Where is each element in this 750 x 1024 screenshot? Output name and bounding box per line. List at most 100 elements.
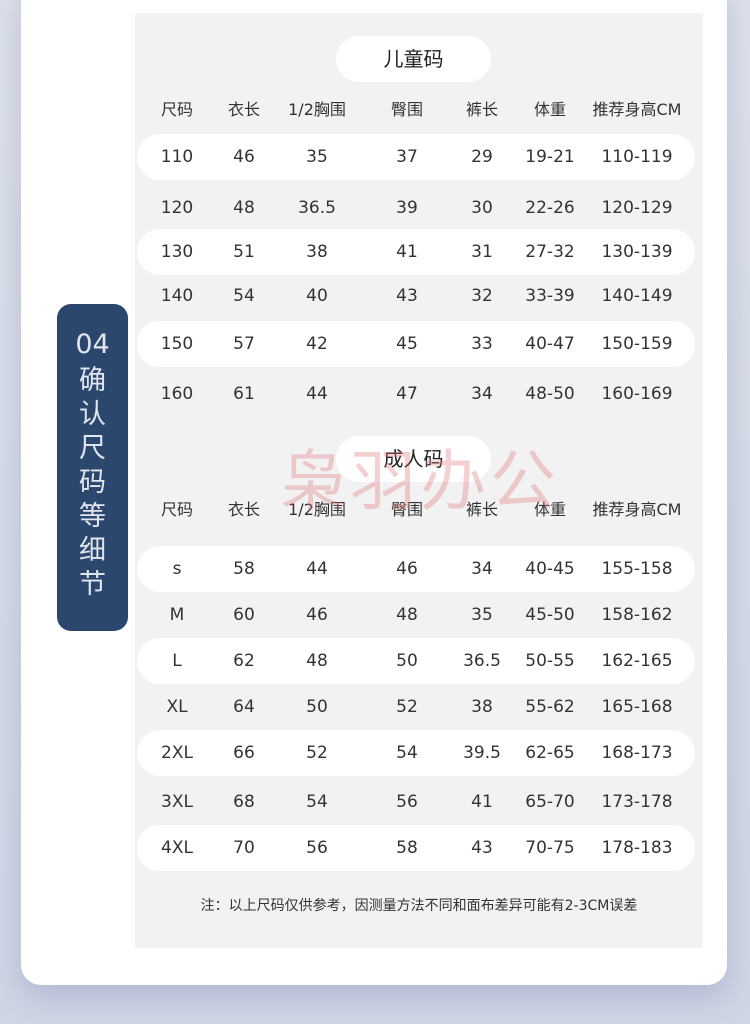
table-cell: 42: [306, 334, 328, 354]
table-cell: 35: [471, 605, 493, 625]
table-cell: M: [169, 605, 185, 625]
column-header: 衣长: [227, 100, 261, 119]
column-header: 衣长: [227, 500, 261, 519]
column-header: 体重: [533, 100, 567, 119]
table-cell: 48: [396, 605, 418, 625]
table-cell: 120-129: [601, 198, 673, 218]
table-cell: 34: [471, 384, 493, 404]
table-cell: 110-119: [601, 147, 673, 167]
table-cell: 29: [471, 147, 493, 167]
table-cell: 48: [233, 198, 255, 218]
table-cell: 44: [306, 384, 328, 404]
table-cell: 34: [471, 559, 493, 579]
table-cell: 52: [306, 743, 328, 763]
table-cell: 48-50: [525, 384, 575, 404]
table-header: 尺码 衣长 1/2胸围 臀围 裤长 体重 推荐身高CM: [137, 487, 695, 533]
table-cell: 50: [396, 651, 418, 671]
table-cell: 43: [396, 286, 418, 306]
table-cell: 165-168: [601, 697, 673, 717]
table-cell: 178-183: [601, 838, 673, 858]
table-cell: 150: [160, 334, 194, 354]
column-header: 1/2胸围: [288, 100, 346, 119]
table-row: 140 54 40 43 32 33-39 140-149: [137, 273, 695, 319]
adult-size-title: 成人码: [336, 436, 491, 482]
table-cell: 168-173: [601, 743, 673, 763]
section-tab: 04 确认尺码等细节: [57, 304, 128, 631]
table-cell: 66: [233, 743, 255, 763]
column-header: 臀围: [390, 100, 424, 119]
table-cell: 54: [306, 792, 328, 812]
column-header: 尺码: [160, 100, 194, 119]
table-cell: 130: [160, 242, 194, 262]
table-cell: 55-62: [525, 697, 575, 717]
column-header: 1/2胸围: [288, 500, 346, 519]
table-cell: 51: [233, 242, 255, 262]
table-cell: 44: [306, 559, 328, 579]
table-row: s 58 44 46 34 40-45 155-158: [137, 546, 695, 592]
table-cell: 60: [233, 605, 255, 625]
table-row: 3XL 68 54 56 41 65-70 173-178: [137, 779, 695, 825]
table-cell: 41: [396, 242, 418, 262]
table-cell: 41: [471, 792, 493, 812]
table-cell: 62: [233, 651, 255, 671]
column-header: 推荐身高CM: [592, 100, 682, 119]
table-cell: 56: [306, 838, 328, 858]
table-cell: 130-139: [601, 242, 673, 262]
table-cell: 19-21: [525, 147, 575, 167]
size-note: 注：以上尺码仅供参考，因测量方法不同和面布差异可能有2-3CM误差: [200, 898, 638, 914]
table-cell: 173-178: [601, 792, 673, 812]
table-row: 110 46 35 37 29 19-21 110-119: [137, 134, 695, 180]
table-cell: 35: [306, 147, 328, 167]
table-cell: 54: [396, 743, 418, 763]
table-cell: 58: [233, 559, 255, 579]
table-cell: 50-55: [525, 651, 575, 671]
table-cell: 38: [306, 242, 328, 262]
kids-size-title: 儿童码: [336, 36, 491, 82]
table-cell: 140: [160, 286, 194, 306]
column-header: 尺码: [160, 500, 194, 519]
table-cell: 46: [306, 605, 328, 625]
table-cell: 64: [233, 697, 255, 717]
table-cell: 45-50: [525, 605, 575, 625]
table-cell: 33: [471, 334, 493, 354]
table-cell: 36.5: [463, 651, 501, 671]
table-cell: 39.5: [463, 743, 501, 763]
table-cell: 39: [396, 198, 418, 218]
table-cell: 162-165: [601, 651, 673, 671]
table-cell: 70: [233, 838, 255, 858]
table-cell: 45: [396, 334, 418, 354]
table-cell: 4XL: [161, 838, 193, 858]
table-cell: 70-75: [525, 838, 575, 858]
table-cell: 46: [233, 147, 255, 167]
table-cell: 47: [396, 384, 418, 404]
table-cell: 37: [396, 147, 418, 167]
table-cell: 22-26: [525, 198, 575, 218]
table-cell: 65-70: [525, 792, 575, 812]
table-cell: 31: [471, 242, 493, 262]
column-header: 裤长: [465, 100, 499, 119]
table-cell: 62-65: [525, 743, 575, 763]
table-cell: 48: [306, 651, 328, 671]
table-cell: 140-149: [601, 286, 673, 306]
table-cell: 43: [471, 838, 493, 858]
table-cell: 160: [160, 384, 194, 404]
section-title: 确认尺码等细节: [79, 365, 106, 600]
table-row: 160 61 44 47 34 48-50 160-169: [137, 371, 695, 417]
table-cell: 2XL: [161, 743, 193, 763]
table-header: 尺码 衣长 1/2胸围 臀围 裤长 体重 推荐身高CM: [137, 87, 695, 133]
table-cell: 56: [396, 792, 418, 812]
table-cell: 33-39: [525, 286, 575, 306]
table-cell: 52: [396, 697, 418, 717]
table-row: 4XL 70 56 58 43 70-75 178-183: [137, 825, 695, 871]
table-cell: 50: [306, 697, 328, 717]
table-cell: 150-159: [601, 334, 673, 354]
table-cell: 40-47: [525, 334, 575, 354]
table-cell: 3XL: [161, 792, 193, 812]
table-row: XL 64 50 52 38 55-62 165-168: [137, 684, 695, 730]
column-header: 推荐身高CM: [592, 500, 682, 519]
column-header: 体重: [533, 500, 567, 519]
table-cell: 61: [233, 384, 255, 404]
table-cell: 36.5: [298, 198, 336, 218]
table-row: 120 48 36.5 39 30 22-26 120-129: [137, 185, 695, 231]
table-cell: 155-158: [601, 559, 673, 579]
